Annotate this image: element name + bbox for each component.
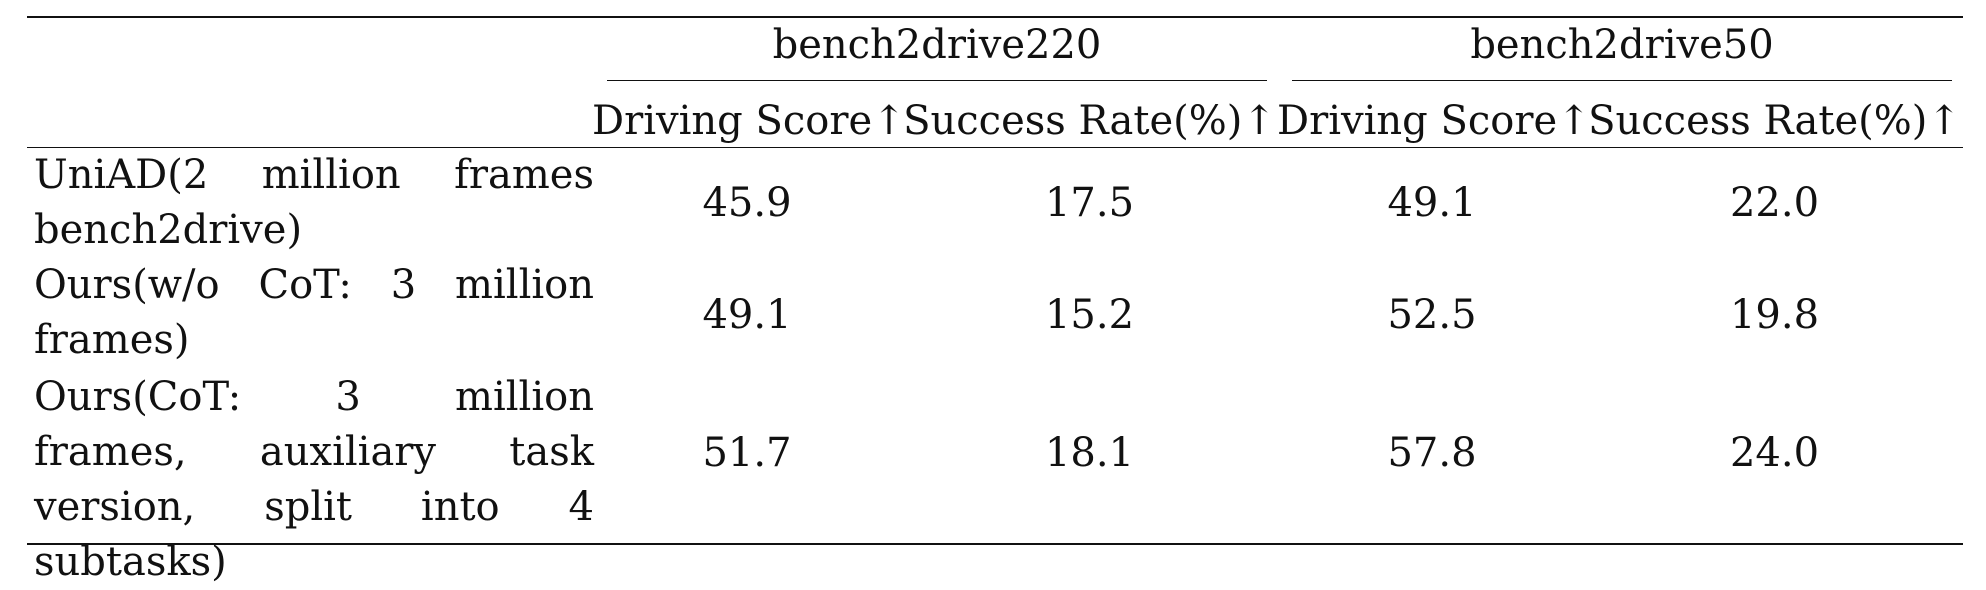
row-label-ours-cot: Ours(CoT: 3 million frames, auxiliary ta… [34, 374, 594, 585]
group-header-bench2drive50: bench2drive50 [1470, 22, 1774, 68]
table-cell: 49.1 [702, 292, 792, 338]
group-rule-bench2drive50 [1292, 80, 1952, 81]
table-cell: 19.8 [1729, 292, 1820, 338]
row-label-uniad: UniAD(2 million frames bench2drive) [34, 152, 594, 253]
top-rule [27, 16, 1963, 18]
table-cell: 24.0 [1729, 430, 1820, 476]
table-cell: 51.7 [702, 430, 792, 476]
table-cell: 17.5 [1044, 180, 1135, 226]
table-cell: 52.5 [1387, 292, 1477, 338]
column-header-driving-score-50: Driving Score↑ [1277, 98, 1591, 144]
group-rule-bench2drive220 [607, 80, 1267, 81]
header-rule [27, 147, 1963, 148]
table-cell: 15.2 [1044, 292, 1135, 338]
bottom-rule [27, 543, 1963, 545]
table-cell: 57.8 [1387, 430, 1477, 476]
group-header-bench2drive220: bench2drive220 [772, 22, 1102, 68]
column-header-success-rate-50: Success Rate(%)↑ [1588, 98, 1961, 144]
table-cell: 22.0 [1729, 180, 1820, 226]
column-header-success-rate-220: Success Rate(%)↑ [903, 98, 1276, 144]
table-cell: 45.9 [702, 180, 792, 226]
column-header-driving-score-220: Driving Score↑ [592, 98, 906, 144]
table-cell: 49.1 [1387, 180, 1477, 226]
row-label-ours-wo-cot: Ours(w/o CoT: 3 million frames) [34, 262, 594, 363]
table-cell: 18.1 [1044, 430, 1135, 476]
